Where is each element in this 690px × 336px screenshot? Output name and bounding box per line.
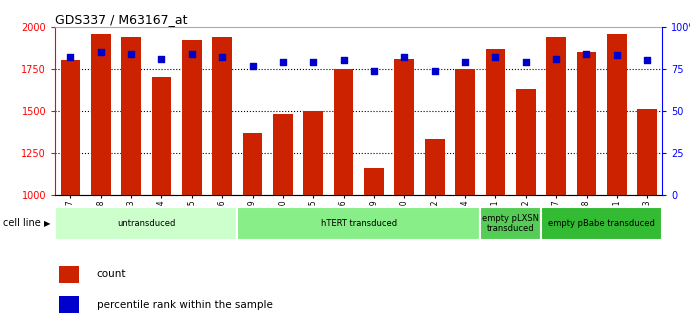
Text: cell line: cell line: [3, 218, 41, 228]
Point: [65, 54, 76, 60]
Bar: [546, 37, 566, 195]
Point: [186, 51, 197, 56]
Bar: [91, 34, 110, 195]
FancyBboxPatch shape: [55, 207, 237, 240]
Text: GDS337 / M63167_at: GDS337 / M63167_at: [55, 13, 188, 26]
FancyBboxPatch shape: [237, 207, 480, 240]
Bar: [182, 40, 201, 195]
Bar: [395, 59, 414, 195]
Point: [156, 56, 167, 61]
Point: [368, 68, 380, 73]
Point: [126, 51, 137, 56]
Bar: [425, 139, 444, 195]
Bar: [577, 52, 596, 195]
Point: [551, 56, 562, 61]
Bar: [273, 114, 293, 195]
Point: [95, 49, 106, 55]
Bar: [213, 37, 232, 195]
Text: ▶: ▶: [43, 219, 50, 228]
Bar: [638, 109, 657, 195]
Point: [460, 59, 471, 65]
Bar: [61, 60, 80, 195]
Bar: [607, 34, 627, 195]
Bar: [455, 69, 475, 195]
Point: [338, 58, 349, 63]
Bar: [364, 168, 384, 195]
FancyBboxPatch shape: [541, 207, 662, 240]
Text: untransduced: untransduced: [117, 219, 175, 228]
Point: [399, 54, 410, 60]
FancyBboxPatch shape: [480, 207, 541, 240]
Bar: [334, 69, 353, 195]
Bar: [152, 77, 171, 195]
Text: empty pLXSN
transduced: empty pLXSN transduced: [482, 214, 539, 233]
Text: count: count: [97, 269, 126, 280]
Point: [490, 54, 501, 60]
Point: [429, 68, 440, 73]
Bar: [59, 266, 79, 283]
Bar: [304, 111, 323, 195]
Bar: [121, 37, 141, 195]
Point: [520, 59, 531, 65]
Point: [277, 59, 288, 65]
Point: [642, 58, 653, 63]
Bar: [486, 49, 505, 195]
Bar: [516, 89, 535, 195]
Point: [308, 59, 319, 65]
Bar: [59, 296, 79, 313]
Point: [247, 63, 258, 68]
Point: [217, 54, 228, 60]
Text: percentile rank within the sample: percentile rank within the sample: [97, 300, 273, 310]
Point: [611, 53, 622, 58]
Point: [581, 51, 592, 56]
Text: empty pBabe transduced: empty pBabe transduced: [549, 219, 655, 228]
Bar: [243, 133, 262, 195]
Text: hTERT transduced: hTERT transduced: [321, 219, 397, 228]
